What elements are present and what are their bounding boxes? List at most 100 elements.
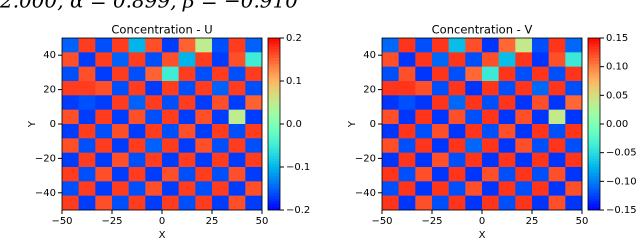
heatmap-cell bbox=[245, 124, 263, 139]
heatmap-cell bbox=[228, 109, 246, 125]
heatmap-cell bbox=[465, 95, 483, 110]
y-tick-label: 0 bbox=[50, 119, 56, 130]
heatmap-cell bbox=[432, 138, 449, 153]
colorbar-tick-label: 0.05 bbox=[606, 90, 628, 101]
heatmap-cell bbox=[228, 195, 246, 211]
heatmap-cell bbox=[245, 38, 263, 53]
colorbar-segment bbox=[588, 60, 600, 65]
heatmap-cell bbox=[112, 138, 129, 153]
heatmap-cell bbox=[498, 152, 516, 168]
colorbar-tick-label: 0.0 bbox=[286, 119, 302, 130]
heatmap-cell bbox=[415, 195, 433, 211]
colorbar-segment bbox=[268, 178, 280, 182]
heatmap-cell bbox=[212, 52, 229, 67]
heatmap-cell bbox=[532, 52, 549, 67]
heatmap-cell bbox=[532, 138, 549, 153]
colorbar-segment bbox=[268, 167, 280, 171]
heatmap-cell bbox=[112, 181, 129, 196]
colorbar-segment bbox=[268, 189, 280, 194]
colorbar-segment bbox=[588, 58, 600, 62]
heatmap-cell bbox=[515, 138, 533, 153]
heatmap-cell bbox=[382, 81, 399, 96]
y-tick-label: −40 bbox=[35, 188, 56, 199]
heatmap-cell bbox=[178, 181, 196, 196]
suptitle: 2.000, α = 0.899, β = −0.910 bbox=[0, 0, 298, 13]
heatmap-cell bbox=[178, 81, 196, 96]
colorbar-segment bbox=[268, 92, 280, 96]
heatmap-cell bbox=[145, 38, 163, 53]
heatmap-cell bbox=[112, 167, 129, 182]
heatmap-cell bbox=[245, 195, 263, 211]
heatmap-cell bbox=[548, 66, 566, 82]
x-tick-label: −50 bbox=[51, 216, 72, 227]
colorbar-segment bbox=[268, 152, 280, 156]
colorbar-segment bbox=[588, 135, 600, 139]
heatmap-cell bbox=[112, 109, 129, 125]
colorbar-segment bbox=[268, 103, 280, 108]
colorbar-segment bbox=[588, 184, 600, 188]
colorbar-segment bbox=[268, 195, 280, 199]
heatmap-cell bbox=[565, 152, 583, 168]
colorbar-segment bbox=[268, 101, 280, 105]
heatmap-cell bbox=[78, 181, 96, 196]
heatmap-cell bbox=[95, 66, 113, 82]
heatmap-cell bbox=[515, 124, 533, 139]
colorbar-tick-label: 0.15 bbox=[606, 33, 628, 44]
colorbar-segment bbox=[588, 40, 600, 45]
heatmap-cell bbox=[145, 109, 163, 125]
heatmap-cell bbox=[448, 124, 466, 139]
heatmap-cell bbox=[245, 181, 263, 196]
heatmap-cell bbox=[482, 66, 499, 82]
heatmap-cell bbox=[432, 124, 449, 139]
colorbar-segment bbox=[268, 184, 280, 188]
heatmap-cell bbox=[382, 138, 399, 153]
colorbar-segment bbox=[588, 49, 600, 53]
heatmap-cell bbox=[398, 181, 416, 196]
colorbar-segment bbox=[588, 189, 600, 194]
heatmap-cell bbox=[62, 38, 79, 53]
x-tick-label: 25 bbox=[526, 216, 539, 227]
y-tick-label: −40 bbox=[355, 188, 376, 199]
colorbar-segment bbox=[588, 101, 600, 105]
heatmap-cell bbox=[178, 124, 196, 139]
heatmap-cell bbox=[95, 181, 113, 196]
colorbar-segment bbox=[588, 89, 600, 93]
heatmap-cell bbox=[228, 38, 246, 53]
colorbar-segment bbox=[588, 98, 600, 102]
heatmap-cell bbox=[382, 95, 399, 110]
heatmap-cell bbox=[565, 195, 583, 211]
colorbar-segment bbox=[588, 195, 600, 199]
colorbar-segment bbox=[268, 78, 280, 82]
x-tick-label: 0 bbox=[479, 216, 485, 227]
colorbar-segment bbox=[268, 86, 280, 90]
heatmap-cell bbox=[448, 109, 466, 125]
heatmap-cell bbox=[128, 81, 146, 96]
heatmap-cell bbox=[178, 167, 196, 182]
heatmap-cell bbox=[448, 195, 466, 211]
colorbar-segment bbox=[588, 172, 600, 176]
x-axis-label: X bbox=[479, 230, 486, 241]
heatmap-cell bbox=[128, 152, 146, 168]
colorbar-segment bbox=[268, 158, 280, 162]
colorbar-segment bbox=[268, 149, 280, 153]
heatmap-cell bbox=[382, 152, 399, 168]
heatmap-cell bbox=[195, 181, 213, 196]
heatmap-cell bbox=[228, 95, 246, 110]
heatmap-cell bbox=[432, 38, 449, 53]
heatmap-cell bbox=[78, 167, 96, 182]
heatmap-cell bbox=[62, 167, 79, 182]
heatmap-cell bbox=[565, 38, 583, 53]
heatmap-cell bbox=[482, 152, 499, 168]
heatmap-cell bbox=[498, 81, 516, 96]
colorbar-tick-label: 0.00 bbox=[606, 119, 628, 130]
heatmap-cell bbox=[465, 181, 483, 196]
heatmap-cell bbox=[382, 109, 399, 125]
heatmap-cell bbox=[78, 152, 96, 168]
colorbar-segment bbox=[588, 83, 600, 88]
heatmap-cell bbox=[112, 66, 129, 82]
x-tick-label: −25 bbox=[101, 216, 122, 227]
heatmap-cell bbox=[532, 109, 549, 125]
heatmap-cell bbox=[548, 195, 566, 211]
colorbar-segment bbox=[268, 112, 280, 116]
heatmap-cell bbox=[212, 66, 229, 82]
